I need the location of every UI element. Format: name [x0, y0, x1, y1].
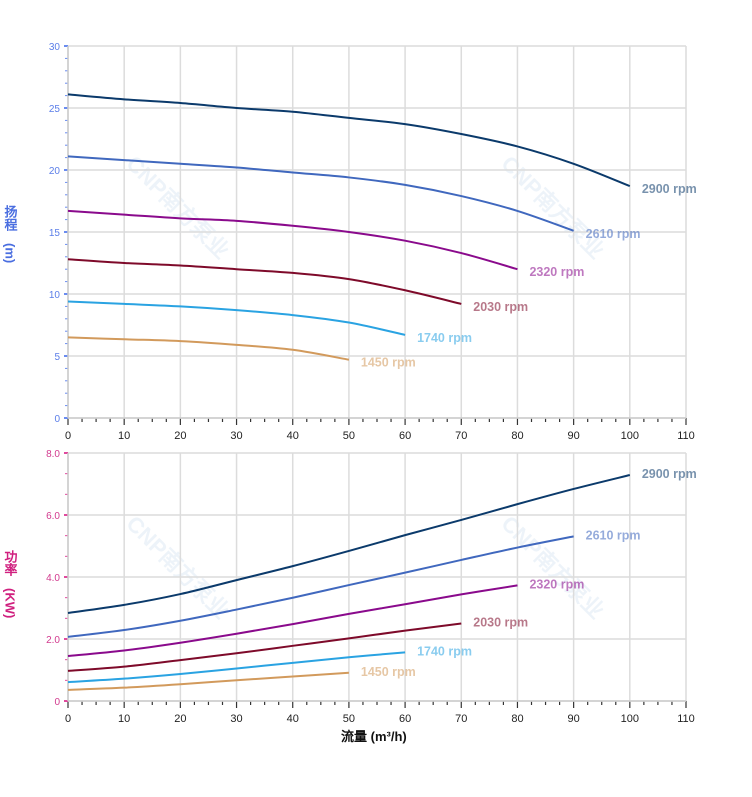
power-series-label: 2610 rpm — [586, 528, 641, 542]
head-axis-title-2: (m) — [3, 243, 18, 263]
power-x-tick-label: 0 — [65, 713, 71, 725]
power-series-label: 2320 rpm — [529, 577, 584, 591]
power-curve-2900-rpm — [67, 474, 631, 614]
watermark-bottom: CNP南方泵业 — [121, 511, 234, 624]
head-x-tick-label: 70 — [455, 430, 467, 442]
head-y-tick-label: 30 — [49, 42, 61, 53]
head-curve-2900-rpm — [67, 93, 631, 188]
head-y-tick-label: 20 — [49, 166, 61, 177]
head-x-tick-label: 100 — [621, 430, 639, 442]
power-x-tick-label: 80 — [511, 713, 523, 725]
power-series-label: 2030 rpm — [473, 616, 528, 630]
head-series-label: 2900 rpm — [642, 182, 697, 196]
power-y-tick-label: 0 — [54, 697, 60, 708]
head-x-tick-label: 90 — [568, 430, 580, 442]
head-series-label: 1740 rpm — [417, 331, 472, 345]
head-curve-2320-rpm — [67, 209, 518, 271]
power-series-label: 1450 rpm — [361, 665, 416, 679]
power-x-tick-label: 40 — [287, 713, 299, 725]
head-x-tick-label: 30 — [230, 430, 242, 442]
power-x-tick-label: 30 — [230, 713, 242, 725]
head-series-label: 2030 rpm — [473, 300, 528, 314]
power-curve-1740-rpm — [67, 651, 406, 684]
head-x-tick-label: 50 — [343, 430, 355, 442]
power-x-tick-label: 10 — [118, 713, 130, 725]
power-curve-1450-rpm — [67, 671, 349, 691]
head-y-tick-label: 10 — [49, 290, 61, 301]
head-series-label: 2320 rpm — [529, 265, 584, 279]
power-y-tick-label: 8.0 — [46, 449, 60, 460]
head-x-tick-label: 20 — [174, 430, 186, 442]
power-x-tick-label: 50 — [343, 713, 355, 725]
power-x-tick-label: 70 — [455, 713, 467, 725]
head-x-tick-label: 60 — [399, 430, 411, 442]
power-x-tick-label: 100 — [621, 713, 639, 725]
x-axis-title: 流量 (m³/h) — [341, 729, 407, 744]
head-series-label: 2610 rpm — [586, 227, 641, 241]
head-series-label: 1450 rpm — [361, 356, 416, 370]
head-x-tick-label: 0 — [65, 430, 71, 442]
watermark-top: CNP南方泵业 — [121, 151, 234, 264]
power-series-label: 2900 rpm — [642, 467, 697, 481]
power-y-tick-label: 2.0 — [46, 635, 60, 646]
watermark-top-right: CNP南方泵业 — [496, 151, 609, 264]
head-x-tick-label: 110 — [677, 430, 695, 442]
power-y-tick-label: 4.0 — [46, 573, 60, 584]
power-x-tick-label: 20 — [174, 713, 186, 725]
power-axis-title-1: 功率 — [3, 550, 18, 577]
head-y-tick-label: 15 — [49, 228, 61, 239]
head-curve-1740-rpm — [67, 300, 406, 336]
head-x-tick-label: 80 — [511, 430, 523, 442]
power-x-tick-label: 110 — [677, 713, 695, 725]
head-y-tick-label: 0 — [54, 414, 60, 425]
power-series-label: 1740 rpm — [417, 644, 472, 658]
head-curve-2030-rpm — [67, 258, 462, 305]
head-y-tick-label: 25 — [49, 104, 61, 115]
head-x-tick-label: 10 — [118, 430, 130, 442]
head-axis-title-1: 扬程 — [3, 204, 18, 232]
head-curve-2610-rpm — [67, 155, 574, 232]
power-curve-2320-rpm — [67, 584, 518, 658]
power-y-tick-label: 6.0 — [46, 511, 60, 522]
head-y-tick-label: 5 — [54, 352, 60, 363]
head-x-tick-label: 40 — [287, 430, 299, 442]
power-curve-2610-rpm — [67, 535, 574, 638]
power-curve-2030-rpm — [67, 622, 462, 672]
power-axis-title-2: (KW) — [3, 588, 18, 618]
head-curve-1450-rpm — [67, 336, 350, 361]
power-x-tick-label: 90 — [568, 713, 580, 725]
power-x-tick-label: 60 — [399, 713, 411, 725]
